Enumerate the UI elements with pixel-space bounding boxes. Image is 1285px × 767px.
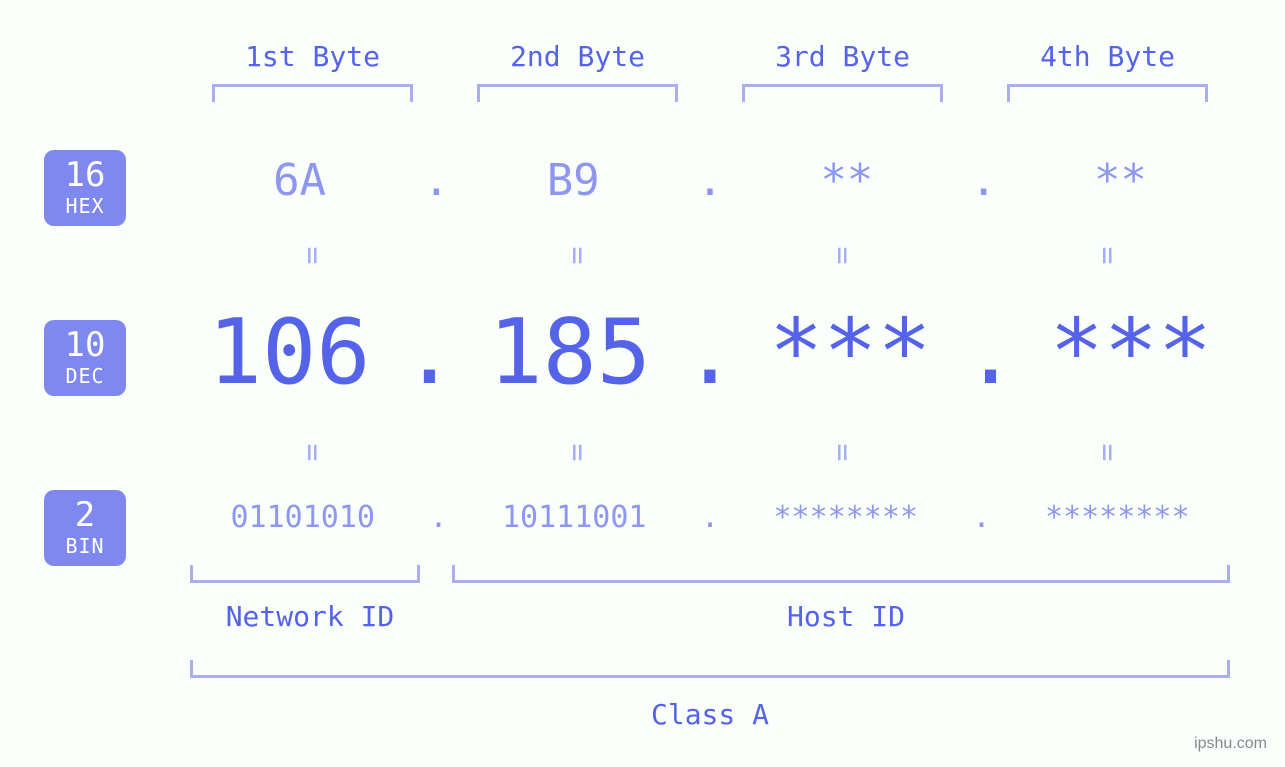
dot-separator: . — [966, 155, 1001, 206]
byte-header-row: 1st Byte 2nd Byte 3rd Byte 4th Byte — [180, 40, 1240, 73]
byte-header-brackets — [180, 84, 1240, 102]
ip-diagram: 1st Byte 2nd Byte 3rd Byte 4th Byte 16 H… — [0, 0, 1285, 767]
dec-row: 106 . 185 . *** . *** — [180, 300, 1240, 405]
dec-value: 106 — [180, 300, 398, 405]
byte-header: 2nd Byte — [445, 40, 710, 73]
badge-name: BIN — [44, 536, 126, 556]
class-bracket-row — [180, 660, 1240, 678]
bin-badge: 2 BIN — [44, 490, 126, 566]
bin-value: ******** — [723, 500, 968, 535]
host-id-label: Host ID — [452, 600, 1240, 633]
equals-row: = = = = — [180, 238, 1240, 273]
equals-icon: = — [1090, 320, 1125, 585]
network-id-label: Network ID — [190, 600, 430, 633]
bracket-icon — [477, 84, 678, 102]
bracket-icon — [1007, 84, 1208, 102]
bracket-icon — [190, 565, 420, 583]
byte-header: 1st Byte — [180, 40, 445, 73]
dot-separator: . — [425, 500, 451, 535]
dot-separator: . — [398, 300, 460, 405]
badge-base: 10 — [44, 328, 126, 362]
equals-icon: = — [825, 320, 860, 585]
equals-icon: = — [560, 320, 595, 585]
bracket-icon — [452, 565, 1230, 583]
dec-value: *** — [1022, 300, 1240, 405]
byte-header: 3rd Byte — [710, 40, 975, 73]
bin-value: 10111001 — [452, 500, 697, 535]
byte-header-label: 4th Byte — [1040, 40, 1175, 73]
hex-row: 6A . B9 . ** . ** — [180, 155, 1240, 206]
bracket-icon — [190, 660, 1230, 678]
byte-header-label: 2nd Byte — [510, 40, 645, 73]
dot-separator: . — [679, 300, 741, 405]
bin-row: 01101010 . 10111001 . ******** . *******… — [180, 500, 1240, 535]
network-host-brackets — [180, 565, 1240, 583]
badge-base: 2 — [44, 498, 126, 532]
equals-row: = = = = — [180, 435, 1240, 470]
bracket-icon — [742, 84, 943, 102]
dot-separator: . — [959, 300, 1021, 405]
equals-icon: = — [295, 320, 330, 585]
dot-separator: . — [697, 500, 723, 535]
badge-name: DEC — [44, 366, 126, 386]
byte-header-label: 3rd Byte — [775, 40, 910, 73]
dot-separator: . — [419, 155, 454, 206]
badge-name: HEX — [44, 196, 126, 216]
dec-badge: 10 DEC — [44, 320, 126, 396]
class-label: Class A — [180, 698, 1240, 731]
bin-value: 01101010 — [180, 500, 425, 535]
watermark: ipshu.com — [1194, 735, 1267, 753]
bracket-icon — [212, 84, 413, 102]
dot-separator: . — [968, 500, 994, 535]
dot-separator: . — [693, 155, 728, 206]
hex-badge: 16 HEX — [44, 150, 126, 226]
byte-header: 4th Byte — [975, 40, 1240, 73]
byte-header-label: 1st Byte — [245, 40, 380, 73]
bin-value: ******** — [995, 500, 1240, 535]
badge-base: 16 — [44, 158, 126, 192]
